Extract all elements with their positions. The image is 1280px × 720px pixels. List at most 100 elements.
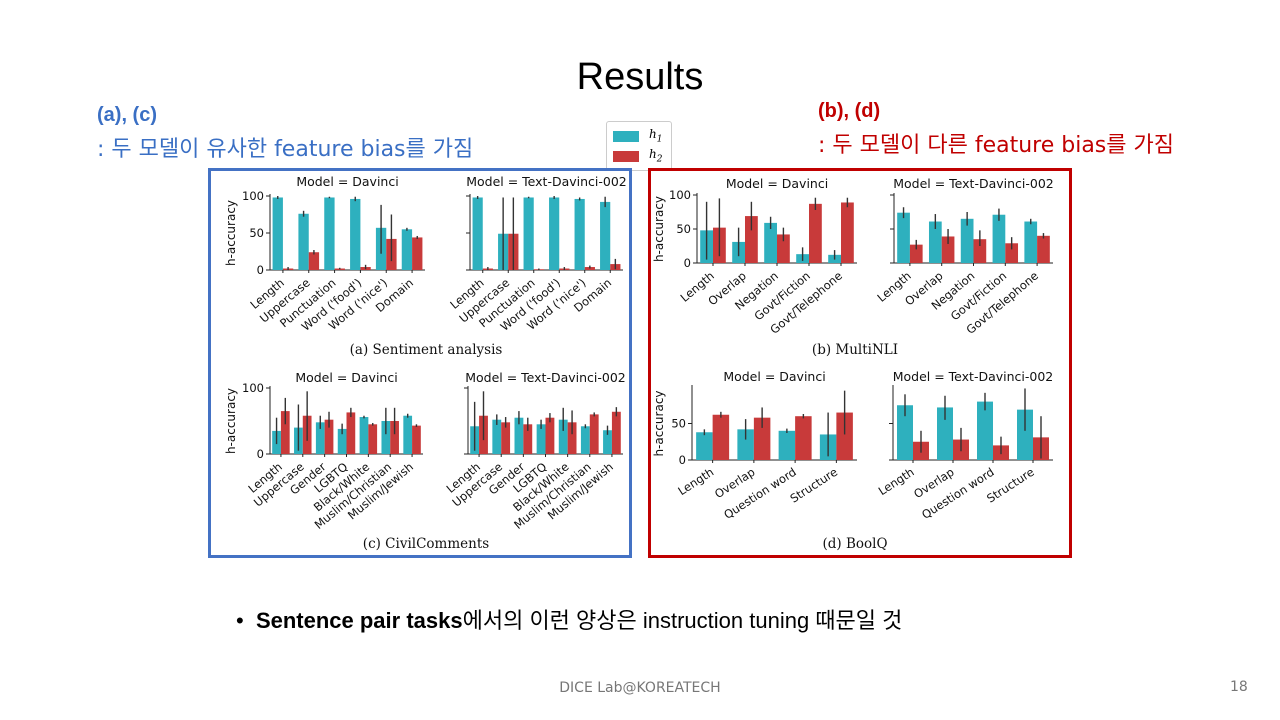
bar-h1 [897, 405, 913, 460]
x-tick-label: Length [675, 465, 716, 498]
panel-title: Model = Davinci [296, 174, 398, 189]
panel-title: Model = Davinci [723, 369, 825, 384]
bar-h2 [909, 244, 923, 263]
y-tick-label: 0 [684, 256, 691, 270]
bar-h1 [778, 430, 796, 460]
bar-h2 [795, 416, 812, 460]
y-tick-label: 100 [669, 188, 691, 202]
bar-h1 [514, 417, 524, 454]
left-note-head: (a), (c) [97, 104, 157, 126]
bar-h2 [324, 419, 334, 454]
y-tick-label: 50 [249, 226, 264, 240]
bar-h1 [696, 432, 713, 460]
bar-h2 [712, 414, 730, 460]
bar-h1 [381, 421, 391, 454]
bar-h1 [523, 197, 534, 270]
bullet-bold-text: Sentence pair tasks [255, 608, 463, 633]
bar-h1 [977, 401, 993, 460]
panel-title: Model = Text-Davinci-002 [465, 370, 626, 385]
y-tick-label: 0 [257, 263, 264, 277]
bar-h1 [558, 419, 568, 454]
bar-h1 [992, 214, 1006, 263]
bar-h2 [412, 425, 421, 454]
bar-h2 [368, 424, 378, 454]
panel-title: Model = Davinci [295, 370, 397, 385]
legend-swatch-h2 [613, 150, 639, 162]
y-tick-label: 100 [242, 189, 264, 203]
legend-item-h1: h1 [613, 127, 663, 145]
y-tick-label: 100 [242, 381, 264, 395]
bar-h2 [941, 236, 955, 263]
bar-h2 [308, 252, 320, 270]
bar-h2 [584, 267, 595, 270]
bar-h1 [298, 213, 309, 270]
left-note-text: : 두 모델이 유사한 feature bias를 가짐 [97, 137, 474, 162]
right-note-text: : 두 모델이 다른 feature bias를 가짐 [818, 133, 1174, 158]
bar-h2 [611, 411, 621, 454]
figure-caption: (d) BoolQ [822, 536, 887, 552]
slide-title: Results [576, 56, 704, 98]
bar-h1 [350, 198, 361, 270]
panel-title: Model = Davinci [726, 176, 828, 191]
bar-h2 [836, 412, 853, 460]
left-figure-frame [208, 168, 632, 558]
y-axis-label: h-accuracy [224, 200, 238, 266]
bar-h2 [545, 417, 555, 454]
bar-h1 [603, 430, 612, 454]
bar-h1 [536, 424, 546, 454]
bar-h1 [574, 198, 585, 270]
bar-h1 [403, 415, 413, 454]
legend-item-h2: h2 [613, 147, 663, 165]
bar-h1 [492, 419, 502, 454]
bar-h1 [764, 222, 777, 263]
legend: h1 h2 [606, 121, 672, 171]
bar-h1 [272, 197, 283, 270]
bar-h1 [315, 422, 325, 454]
bullet-rest-text: 에서의 이런 양상은 instruction tuning 때문일 것 [462, 608, 903, 633]
bar-h2 [412, 237, 423, 270]
bar-h1 [359, 417, 369, 454]
y-tick-label: 0 [257, 447, 264, 461]
bar-h2 [523, 424, 533, 454]
bar-h2 [753, 417, 771, 460]
bullet-point: • Sentence pair tasks에서의 이런 양상은 instruct… [236, 603, 902, 635]
legend-swatch-h1 [613, 130, 639, 142]
figure-caption: (b) MultiNLI [812, 342, 898, 358]
right-note-head: (b), (d) [818, 100, 881, 122]
bar-h2 [809, 203, 822, 263]
bar-h2 [346, 412, 356, 454]
bar-h1 [897, 212, 910, 263]
bar-h2 [1037, 235, 1050, 263]
bar-h2 [1005, 243, 1019, 263]
legend-label-h1: h1 [649, 127, 663, 145]
bar-h1 [737, 429, 754, 460]
y-axis-label: h-accuracy [224, 388, 238, 454]
bar-h1 [937, 407, 953, 460]
footer-text: DICE Lab@KOREATECH [559, 680, 721, 696]
bar-h2 [501, 422, 511, 454]
bar-h1 [337, 428, 347, 454]
bar-h2 [777, 234, 790, 263]
figure-caption: (a) Sentiment analysis [350, 342, 503, 358]
bar-h2 [567, 422, 577, 454]
y-tick-label: 0 [679, 453, 686, 467]
x-tick-label: Length [876, 465, 917, 498]
right-figure-frame [648, 168, 1072, 558]
bar-h2 [745, 216, 758, 263]
bullet-dot: • [236, 608, 256, 633]
bar-h1 [549, 197, 560, 270]
bar-h1 [1024, 221, 1038, 263]
bar-h1 [600, 201, 611, 270]
bar-h1 [928, 221, 942, 263]
legend-label-h2: h2 [649, 147, 663, 165]
panel-title: Model = Text-Davinci-002 [893, 176, 1054, 191]
page-number: 18 [1230, 679, 1248, 695]
y-axis-label: h-accuracy [652, 390, 666, 456]
figure-caption: (c) CivilComments [363, 536, 489, 552]
bar-h2 [589, 414, 599, 454]
y-axis-label: h-accuracy [652, 196, 666, 262]
bar-h2 [280, 411, 290, 454]
bar-h1 [472, 197, 483, 270]
bar-h2 [841, 202, 854, 263]
